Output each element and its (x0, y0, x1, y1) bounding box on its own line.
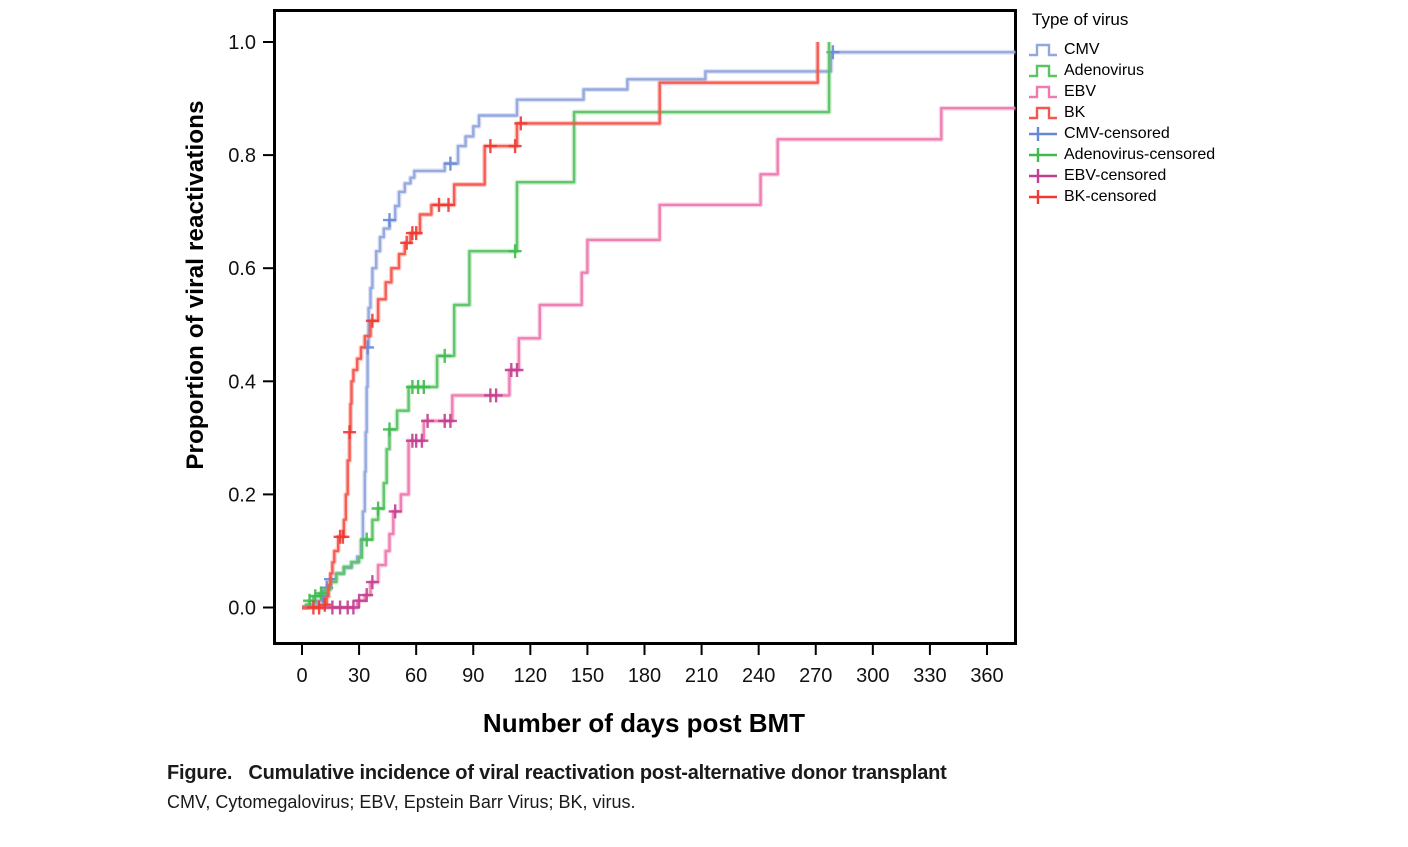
legend-item-cmv-censored: CMV-censored (1028, 123, 1398, 144)
legend-label: Adenovirus (1064, 61, 1145, 79)
censor-plus-icon (443, 413, 457, 428)
censor-plus-icon (314, 586, 328, 601)
y-tick-label: 0.8 (228, 145, 256, 167)
series-ebv-censor-marks (325, 363, 524, 615)
legend-items: CMV Adenovirus EBV BK CMV-censored Adenovirus… (1028, 39, 1398, 207)
series-bk-line (302, 42, 819, 609)
legend-label: BK-censored (1064, 187, 1157, 205)
censor-plus-icon (343, 425, 357, 440)
censor-plus-icon (508, 244, 522, 259)
censor-plus-icon (489, 388, 503, 403)
legend-swatch (1029, 43, 1057, 56)
x-tick-label: 210 (685, 665, 718, 687)
legend-swatch (1029, 64, 1057, 77)
censor-plus-icon (483, 139, 497, 154)
x-tick-label: 120 (514, 665, 547, 687)
censor-plus-icon (365, 313, 379, 328)
censored-plus-icon (1029, 126, 1057, 141)
y-tick-label: 0.6 (228, 258, 256, 280)
y-tick-label: 0.0 (228, 598, 256, 620)
legend-label: BK (1064, 103, 1086, 121)
legend-label: Adenovirus-censored (1064, 145, 1216, 163)
x-tick-label: 360 (970, 665, 1003, 687)
series-bk-censor-marks (306, 116, 528, 615)
x-tick-label: 300 (856, 665, 889, 687)
legend-swatch (1029, 85, 1057, 98)
censor-plus-icon (510, 363, 524, 377)
caption-title: Figure. Cumulative incidence of viral re… (167, 762, 947, 784)
censor-plus-icon (318, 597, 332, 612)
legend-label: CMV (1064, 40, 1100, 58)
y-tick-label: 0.4 (228, 371, 256, 393)
censor-plus-icon (388, 504, 402, 519)
censor-plus-icon (383, 213, 396, 228)
legend-item-ebv-censored: EBV-censored (1028, 165, 1398, 186)
censor-plus-icon (417, 380, 431, 394)
censor-plus-icon (400, 235, 414, 250)
censor-plus-icon (443, 156, 457, 171)
censor-plus-icon (409, 226, 423, 241)
censor-plus-icon (336, 529, 350, 544)
y-tick-label: 0.2 (228, 484, 256, 506)
legend-swatch (1029, 147, 1057, 162)
legend-label: EBV-censored (1064, 166, 1167, 184)
y-tick-label: 1.0 (228, 32, 256, 54)
legend-label: EBV (1064, 82, 1097, 100)
step-line-icon (1029, 85, 1057, 98)
censor-plus-icon (365, 575, 379, 590)
censor-plus-icon (346, 600, 360, 615)
legend-title: Type of virus (1032, 10, 1129, 29)
legend-item-bk: BK (1028, 102, 1398, 123)
censor-plus-icon (508, 139, 522, 154)
x-tick-label: 180 (628, 665, 661, 687)
censor-plus-icon (442, 197, 455, 212)
censor-plus-icon (371, 501, 385, 516)
step-line-icon (1029, 64, 1057, 77)
censor-plus-icon (383, 422, 396, 437)
legend-swatch (1029, 189, 1057, 204)
censor-plus-icon (360, 588, 374, 603)
x-axis-title: Number of days post BMT (482, 708, 806, 738)
censor-plus-icon (415, 433, 429, 448)
censored-plus-icon (1029, 168, 1057, 183)
censor-plus-icon (514, 116, 528, 131)
legend-label: CMV-censored (1064, 124, 1170, 142)
x-tick-label: 270 (799, 665, 832, 687)
step-line-icon (1029, 43, 1057, 56)
censored-plus-icon (1029, 189, 1057, 204)
censor-plus-icon (352, 593, 366, 608)
step-line-icon (1029, 106, 1057, 119)
censor-plus-icon (438, 348, 452, 363)
y-axis-title: Proportion of viral reactivations (182, 100, 209, 470)
legend-swatch (1029, 106, 1057, 119)
censor-plus-icon (421, 413, 435, 428)
x-tick-label: 330 (913, 665, 946, 687)
plot-frame (273, 9, 1017, 645)
series-bk (302, 42, 821, 615)
censor-plus-icon (308, 589, 322, 604)
censor-plus-icon (312, 600, 326, 615)
series-ebv (302, 105, 1016, 615)
legend-swatch (1029, 126, 1057, 141)
censored-plus-icon (1029, 147, 1057, 162)
x-tick-label: 90 (462, 665, 484, 687)
x-tick-label: 240 (742, 665, 775, 687)
x-tick-label: 0 (296, 665, 307, 687)
legend-item-adenovirus-censored: Adenovirus-censored (1028, 144, 1398, 165)
series-adenovirus (302, 42, 832, 610)
legend-item-adenovirus: Adenovirus (1028, 60, 1398, 81)
legend-item-ebv: EBV (1028, 81, 1398, 102)
legend-item-bk-censored: BK-censored (1028, 186, 1398, 207)
censor-plus-icon (360, 532, 374, 547)
legend-swatch (1029, 168, 1057, 183)
x-tick-label: 60 (405, 665, 427, 687)
x-tick-label: 30 (348, 665, 370, 687)
legend-item-cmv: CMV (1028, 39, 1398, 60)
x-tick-label: 150 (571, 665, 604, 687)
caption-abbreviations: CMV, Cytomegalovirus; EBV, Epstein Barr … (167, 792, 636, 812)
figure-caption: Figure. Cumulative incidence of viral re… (167, 762, 1067, 813)
legend: Type of virus CMV Adenovirus EBV BK CMV-cens… (1028, 10, 1398, 207)
